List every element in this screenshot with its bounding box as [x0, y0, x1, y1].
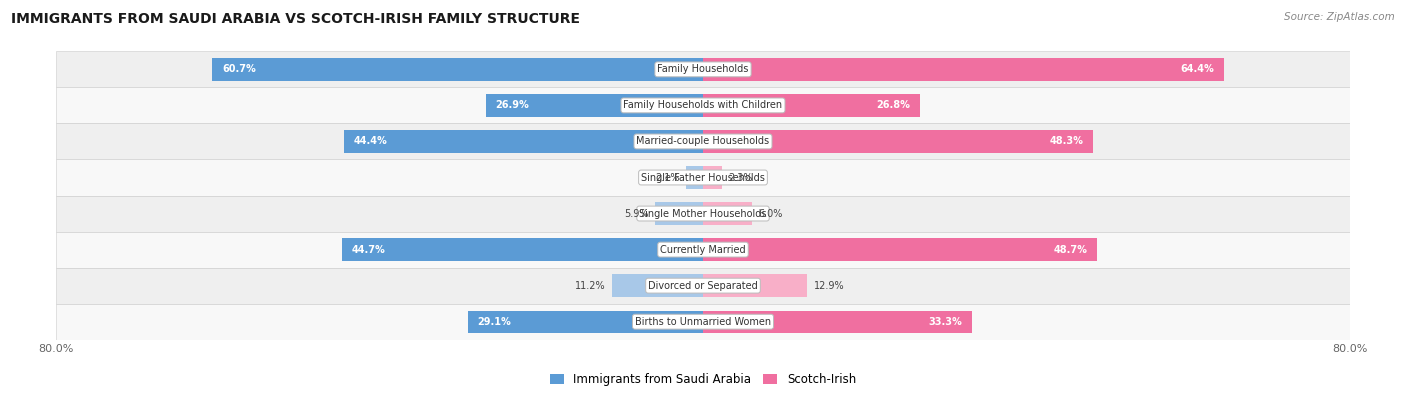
Text: 6.0%: 6.0%	[758, 209, 782, 218]
Bar	[56, 304, 1350, 340]
Text: 29.1%: 29.1%	[478, 317, 512, 327]
Text: 5.9%: 5.9%	[624, 209, 648, 218]
Bar	[703, 130, 1094, 152]
Text: Married-couple Households: Married-couple Households	[637, 136, 769, 147]
Bar	[212, 58, 703, 81]
Bar	[703, 202, 752, 225]
Bar	[485, 94, 703, 117]
Bar	[703, 310, 972, 333]
Bar	[703, 239, 1097, 261]
Text: 11.2%: 11.2%	[575, 280, 606, 291]
Bar	[703, 275, 807, 297]
Bar	[56, 231, 1350, 268]
Bar	[468, 310, 703, 333]
Text: 48.3%: 48.3%	[1050, 136, 1084, 147]
Bar	[56, 123, 1350, 160]
Text: 64.4%: 64.4%	[1180, 64, 1213, 74]
Bar	[703, 94, 920, 117]
Text: 2.1%: 2.1%	[655, 173, 679, 182]
Text: Family Households with Children: Family Households with Children	[623, 100, 783, 111]
Bar	[56, 51, 1350, 87]
Text: Births to Unmarried Women: Births to Unmarried Women	[636, 317, 770, 327]
Text: 12.9%: 12.9%	[814, 280, 845, 291]
Text: 48.7%: 48.7%	[1053, 245, 1087, 255]
Bar	[56, 268, 1350, 304]
Bar	[342, 239, 703, 261]
Text: 33.3%: 33.3%	[929, 317, 963, 327]
Legend: Immigrants from Saudi Arabia, Scotch-Irish: Immigrants from Saudi Arabia, Scotch-Iri…	[550, 373, 856, 386]
Text: Source: ZipAtlas.com: Source: ZipAtlas.com	[1284, 12, 1395, 22]
Text: 26.9%: 26.9%	[495, 100, 529, 111]
Bar	[613, 275, 703, 297]
Bar	[56, 196, 1350, 231]
Text: 26.8%: 26.8%	[876, 100, 910, 111]
Text: Divorced or Separated: Divorced or Separated	[648, 280, 758, 291]
Bar	[703, 58, 1223, 81]
Text: Single Father Households: Single Father Households	[641, 173, 765, 182]
Bar	[56, 87, 1350, 123]
Bar	[56, 160, 1350, 196]
Text: Single Mother Households: Single Mother Households	[640, 209, 766, 218]
Text: 2.3%: 2.3%	[728, 173, 752, 182]
Bar	[655, 202, 703, 225]
Text: 44.4%: 44.4%	[354, 136, 388, 147]
Text: Currently Married: Currently Married	[661, 245, 745, 255]
Bar	[703, 166, 721, 189]
Bar	[344, 130, 703, 152]
Bar	[686, 166, 703, 189]
Text: Family Households: Family Households	[658, 64, 748, 74]
Text: 44.7%: 44.7%	[352, 245, 385, 255]
Text: IMMIGRANTS FROM SAUDI ARABIA VS SCOTCH-IRISH FAMILY STRUCTURE: IMMIGRANTS FROM SAUDI ARABIA VS SCOTCH-I…	[11, 12, 581, 26]
Text: 60.7%: 60.7%	[222, 64, 256, 74]
